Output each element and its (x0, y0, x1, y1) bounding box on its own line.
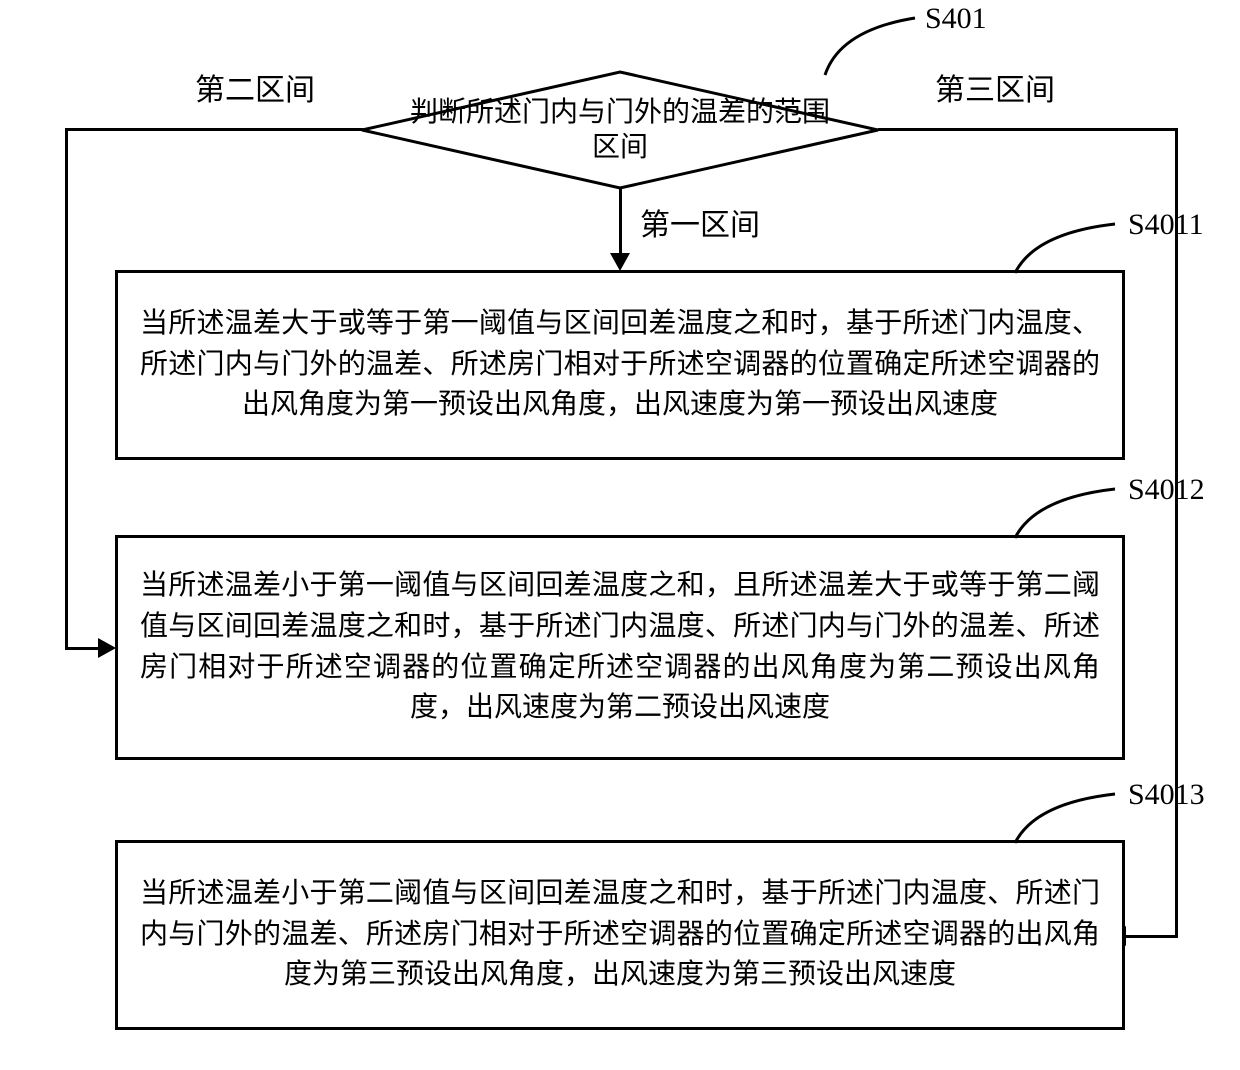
edge-right-h1 (878, 128, 1178, 131)
edge-left-v (65, 128, 68, 650)
callout-s4013-line (1010, 788, 1120, 848)
callout-s4012-label: S4012 (1128, 473, 1205, 507)
edge-down-arrow (610, 253, 630, 271)
process-s4013: 当所述温差小于第二阈值与区间回差温度之和时，基于所述门内温度、所述门内与门外的温… (115, 840, 1125, 1030)
branch-label-down: 第一区间 (640, 200, 760, 244)
process-s4011-text: 当所述温差大于或等于第一阈值与区间回差温度之和时，基于所述门内温度、所述门内与门… (140, 304, 1100, 426)
edge-right-h2 (1123, 935, 1178, 938)
decision-text: 判断所述门内与门外的温差的范围区间 (400, 95, 840, 165)
edge-left-arrow (98, 638, 116, 658)
process-s4012: 当所述温差小于第一阈值与区间回差温度之和，且所述温差大于或等于第二阈值与区间回差… (115, 535, 1125, 760)
callout-s4012-line (1010, 483, 1120, 543)
callout-s401-label: S401 (925, 2, 987, 36)
process-s4012-text: 当所述温差小于第一阈值与区间回差温度之和，且所述温差大于或等于第二阈值与区间回差… (140, 566, 1100, 728)
callout-s401-line (820, 10, 920, 80)
callout-s4011-label: S4011 (1128, 208, 1204, 242)
edge-left-h1 (65, 128, 363, 131)
branch-label-right: 第三区间 (935, 65, 1055, 109)
flowchart-canvas: 判断所述门内与门外的温差的范围区间 S401 第二区间 第三区间 第一区间 当所… (0, 0, 1240, 1070)
process-s4013-text: 当所述温差小于第二阈值与区间回差温度之和时，基于所述门内温度、所述门内与门外的温… (140, 874, 1100, 996)
edge-right-v (1175, 128, 1178, 938)
callout-s4011-line (1010, 218, 1120, 278)
process-s4011: 当所述温差大于或等于第一阈值与区间回差温度之和时，基于所述门内温度、所述门内与门… (115, 270, 1125, 460)
edge-down-line (619, 188, 622, 258)
branch-label-left: 第二区间 (195, 65, 315, 109)
callout-s4013-label: S4013 (1128, 778, 1205, 812)
